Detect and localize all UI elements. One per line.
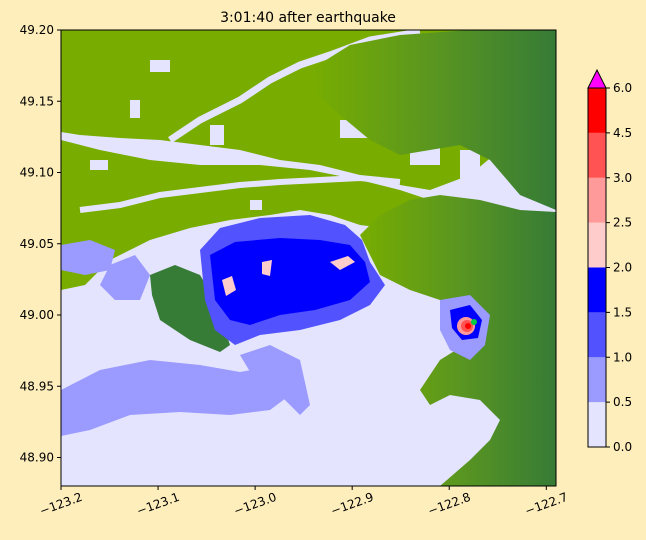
x-tick-label: −123.1 (135, 490, 182, 518)
colorbar-tick-label: 4.5 (613, 126, 632, 140)
lowland-richmond (61, 140, 556, 290)
colorbar-segment (588, 177, 606, 223)
colorbar-tick-label: 2.0 (613, 261, 632, 275)
hotspot (457, 317, 477, 335)
upland-southeast (360, 195, 556, 486)
x-tick-label: −122.9 (329, 490, 376, 518)
map-area (61, 30, 556, 486)
colorbar-tick-label: 1.5 (613, 305, 632, 319)
chart-title: 3:01:40 after earthquake (220, 10, 396, 26)
x-tick-label: −123.2 (38, 490, 85, 518)
y-tick-label: 49.10 (20, 166, 54, 180)
colorbar-tick-label: 3.0 (613, 171, 632, 185)
colorbar-segment (588, 312, 606, 358)
y-tick-label: 49.20 (20, 23, 54, 37)
depth-band-1.5 (210, 238, 370, 325)
y-tick-label: 49.15 (20, 94, 54, 108)
y-tick-label: 48.95 (20, 379, 54, 393)
x-tick-label: −122.8 (426, 490, 473, 518)
river-main-arm (79, 174, 401, 213)
y-tick-label: 48.90 (20, 451, 54, 465)
colorbar-tick-label: 0.0 (613, 440, 632, 454)
x-tick-label: −123.0 (232, 490, 279, 518)
colorbar-extend-arrow (587, 68, 607, 89)
axes-frame (60, 29, 557, 487)
colorbar-tick-label: 1.0 (613, 350, 632, 364)
colorbar-tick-label: 2.5 (613, 216, 632, 230)
x-axis: −123.2 −123.1 −123.0 −122.9 −122.8 −122.7 (38, 486, 570, 518)
x-tick-label: −122.7 (523, 490, 570, 518)
colorbar-segment (588, 402, 606, 447)
colorbar-segment (588, 132, 606, 178)
colorbar-segment (588, 88, 606, 133)
point-roberts (150, 265, 230, 352)
colorbar: 0.0 0.5 1.0 1.5 2.0 2.5 3.0 4.5 6.0 (587, 68, 632, 454)
y-axis: 48.90 48.95 49.00 49.05 49.10 49.15 49.20 (20, 23, 61, 465)
colorbar-segment (588, 357, 606, 403)
colorbar-segment (588, 222, 606, 268)
y-tick-label: 49.00 (20, 308, 54, 322)
upland-north (310, 30, 556, 210)
colorbar-tick-label: 6.0 (613, 81, 632, 95)
y-tick-label: 49.05 (20, 237, 54, 251)
colorbar-segment (588, 267, 606, 313)
depth-band-2.0 (222, 256, 355, 296)
colorbar-tick-label: 0.5 (613, 395, 632, 409)
